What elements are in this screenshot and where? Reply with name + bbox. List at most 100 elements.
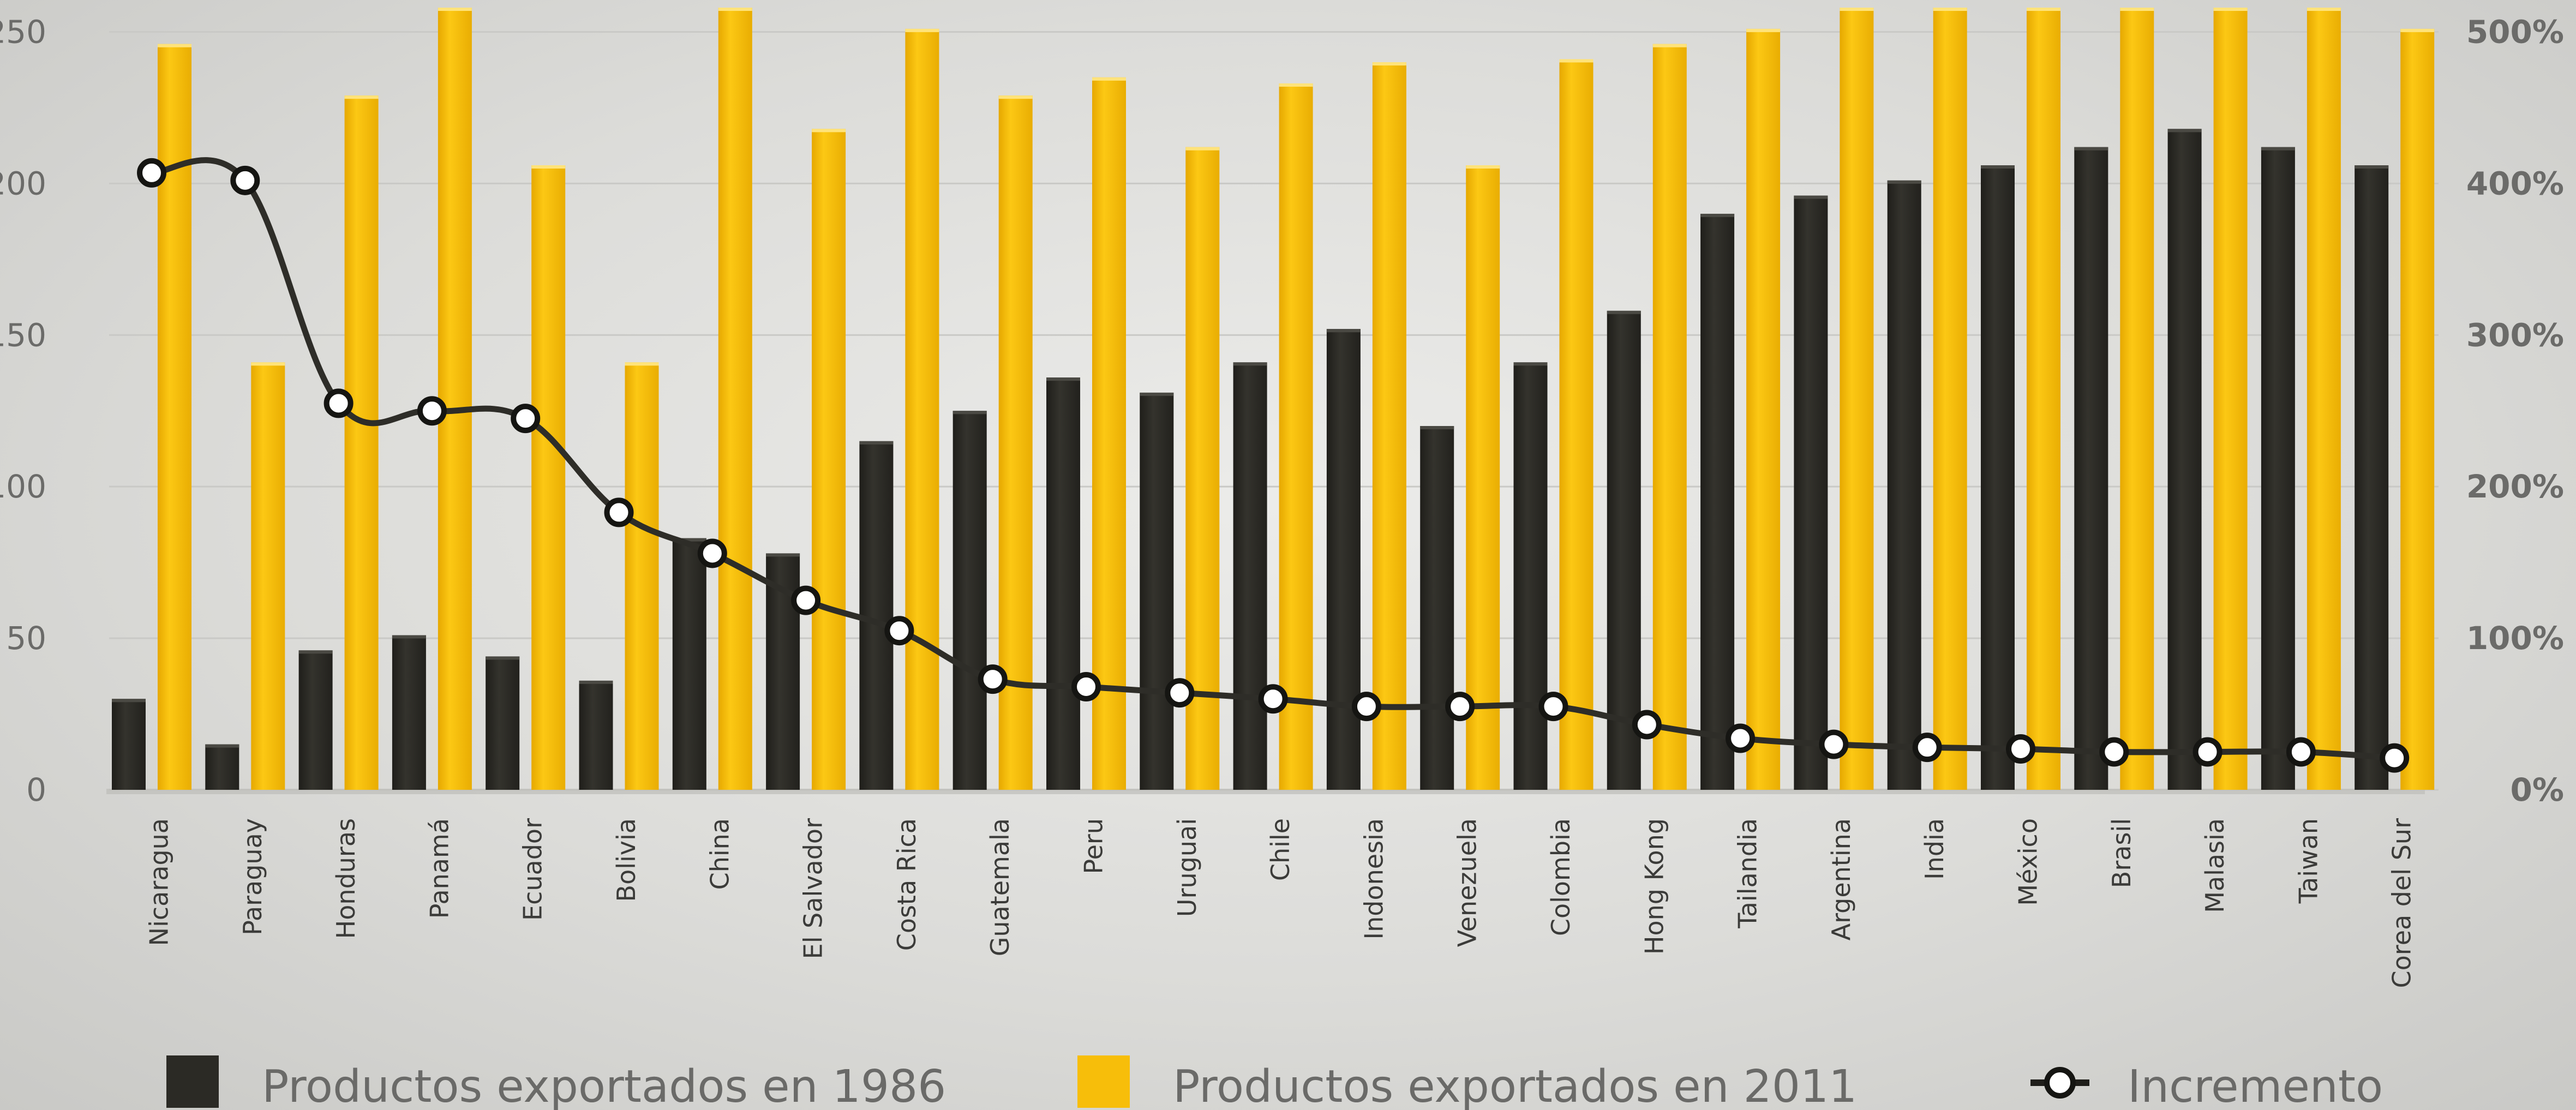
bar-2011 <box>1559 59 1593 790</box>
bar-2011-cap <box>905 28 939 32</box>
x-tick-label: Indonesia <box>1359 818 1388 939</box>
x-tick-label: Honduras <box>331 818 361 939</box>
x-tick-label: Paraguay <box>238 818 267 935</box>
incremento-point <box>2380 743 2410 773</box>
y-axis-left: 250 200 150 100 50 0 <box>0 13 46 808</box>
incremento-point <box>1165 678 1195 708</box>
bar-2011 <box>625 362 659 790</box>
x-tick-label: Corea del Sur <box>2387 818 2417 988</box>
bar-1986-cap <box>1326 329 1361 333</box>
bar-1986 <box>579 680 613 790</box>
incremento-markers <box>137 158 2410 773</box>
x-tick-label: Uruguai <box>1172 818 1202 917</box>
y-left-tick-label: 0 <box>26 771 46 808</box>
bar-1986-cap <box>579 680 613 684</box>
bar-1986 <box>1887 180 1921 790</box>
bar-2011-cap <box>158 44 191 47</box>
bar-2011 <box>531 165 566 790</box>
incremento-point <box>230 165 260 195</box>
legend-label-incremento: Incremento <box>2128 1061 2383 1110</box>
bar-2011-cap <box>2120 8 2154 11</box>
bar-2011-cap <box>812 129 846 133</box>
y-axis-right: 500% 400% 300% 200% 100% 0% <box>2466 13 2564 808</box>
bar-2011 <box>1466 165 1500 790</box>
incremento-point <box>697 538 727 568</box>
bar-1986 <box>1046 377 1080 790</box>
bar-1986-cap <box>392 635 426 639</box>
y-right-tick-label: 500% <box>2466 13 2564 50</box>
x-tick-label: Argentina <box>1826 818 1856 940</box>
x-tick-label: Venezuela <box>1453 818 1482 947</box>
bar-1986 <box>952 411 987 790</box>
bar-2011-cap <box>251 362 285 366</box>
bar-1986 <box>2355 165 2389 790</box>
x-tick-label: México <box>2014 818 2043 906</box>
incremento-point <box>511 404 541 434</box>
incremento-point <box>978 664 1008 694</box>
bar-2011-cap <box>438 8 472 11</box>
bar-1986-cap <box>1607 310 1641 314</box>
y-left-tick-label: 200 <box>0 165 46 202</box>
bar-2011 <box>905 28 939 790</box>
bar-1986 <box>298 650 333 790</box>
bar-1986 <box>2074 147 2108 790</box>
bar-2011 <box>251 362 285 790</box>
bar-1986-cap <box>859 441 894 445</box>
y-right-tick-label: 200% <box>2466 468 2564 505</box>
x-tick-label: Malasia <box>2200 818 2230 913</box>
x-tick-label: Peru <box>1079 818 1109 874</box>
y-right-tick-label: 400% <box>2466 165 2564 202</box>
bar-1986 <box>486 656 520 790</box>
incremento-point <box>417 396 447 426</box>
bar-1986-cap <box>205 744 239 748</box>
x-tick-label: Guatemala <box>985 818 1015 956</box>
legend-swatch-2011 <box>1077 1055 1130 1108</box>
legend-label-1986: Productos exportados en 1986 <box>262 1061 946 1110</box>
incremento-point <box>2286 737 2316 767</box>
bar-1986 <box>1607 310 1641 790</box>
incremento-point <box>2099 737 2129 767</box>
bar-2011-cap <box>1559 59 1593 63</box>
bar-1986 <box>2261 147 2295 790</box>
bar-1986 <box>1140 392 1174 790</box>
bar-2011-cap <box>2307 8 2341 11</box>
bar-1986-cap <box>298 650 333 654</box>
bar-2011 <box>718 8 752 790</box>
bar-2011 <box>1185 147 1220 790</box>
bar-1986-cap <box>112 699 146 703</box>
bar-1986-cap <box>1420 426 1454 430</box>
bars <box>112 8 2435 790</box>
bar-1986-cap <box>486 656 520 660</box>
bar-2011 <box>2400 28 2435 790</box>
bar-1986-cap <box>1233 362 1267 366</box>
incremento-point <box>137 158 166 188</box>
bar-2011 <box>1746 28 1781 790</box>
bar-1986-cap <box>2355 165 2389 169</box>
bar-2011-cap <box>1185 147 1220 151</box>
bar-1986 <box>1233 362 1267 790</box>
bar-1986-cap <box>2261 147 2295 151</box>
bar-1986-cap <box>1700 213 1735 217</box>
bar-1986 <box>1981 165 2015 790</box>
incremento-point <box>791 585 821 615</box>
legend-swatch-1986 <box>166 1055 219 1108</box>
bar-2011 <box>438 8 472 790</box>
x-tick-label: Nicaragua <box>145 818 174 946</box>
bar-2011-cap <box>2213 8 2248 11</box>
bar-1986-cap <box>1794 195 1828 199</box>
incremento-point <box>884 616 914 646</box>
bar-2011-cap <box>1933 8 1967 11</box>
bar-1986 <box>1326 329 1361 790</box>
bar-2011-cap <box>2400 28 2435 32</box>
x-axis: Nicaragua Paraguay Honduras Panamá Ecuador Bo… <box>145 818 2417 988</box>
x-tick-label: Colombia <box>1546 818 1575 936</box>
y-right-tick-label: 300% <box>2466 316 2564 353</box>
y-right-tick-label: 100% <box>2466 620 2564 657</box>
bar-2011-cap <box>718 8 752 11</box>
bar-2011 <box>812 129 846 790</box>
bar-1986-cap <box>952 411 987 415</box>
incremento-point <box>1258 684 1288 714</box>
bar-2011-cap <box>1279 83 1313 87</box>
bar-2011-cap <box>1466 165 1500 169</box>
